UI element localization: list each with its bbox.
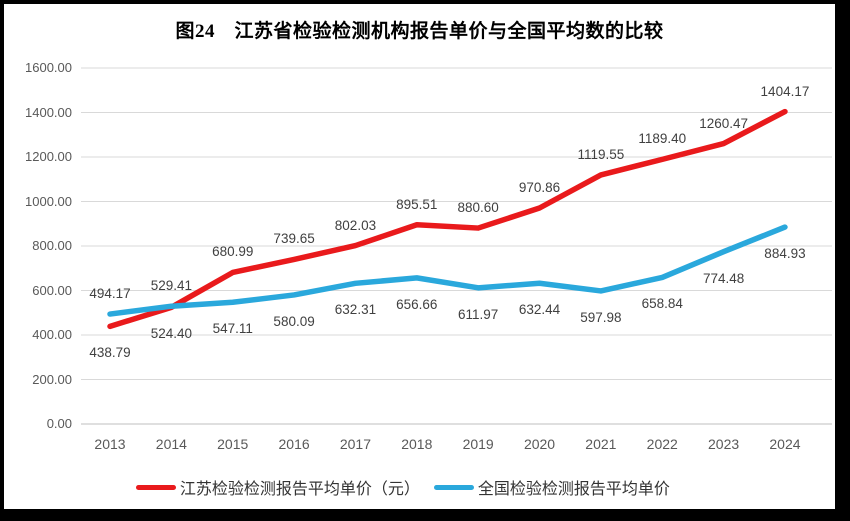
y-axis-tick-label: 1600.00 xyxy=(25,60,72,75)
x-axis-tick-label: 2014 xyxy=(155,436,187,452)
data-point-label: 739.65 xyxy=(273,231,315,247)
y-axis-tick-label: 1200.00 xyxy=(25,149,72,164)
x-axis-tick-label: 2020 xyxy=(523,436,556,452)
data-point-label: 547.11 xyxy=(212,321,253,337)
data-point-label: 529.41 xyxy=(150,278,193,294)
data-point-label: 1404.17 xyxy=(760,83,810,99)
data-point-label: 884.93 xyxy=(764,246,806,262)
data-point-label: 438.79 xyxy=(89,345,131,361)
data-point-label: 580.09 xyxy=(273,313,315,329)
jiangsu-series-swatch-icon xyxy=(135,484,176,490)
data-point-label: 1189.40 xyxy=(638,131,687,147)
legend-label-jiangsu: 江苏检验检测报告平均单价（元） xyxy=(179,481,420,498)
national-series-swatch-icon xyxy=(433,484,474,490)
x-axis-tick-label: 2022 xyxy=(646,436,678,452)
line-chart-svg xyxy=(81,67,832,425)
x-axis-tick-label: 2013 xyxy=(94,436,126,452)
x-axis-tick-label: 2017 xyxy=(339,436,372,452)
data-point-label: 880.60 xyxy=(457,200,499,216)
line-chart-plot-area: 0.00 200.00 400.00 600.00 800.00 1000.00 1200.… xyxy=(4,4,835,509)
y-axis-tick-label: 1000.00 xyxy=(25,193,72,209)
data-point-label: 1260.47 xyxy=(699,115,748,131)
data-point-label: 1119.55 xyxy=(577,146,625,162)
y-axis-tick-label: 200.00 xyxy=(32,371,72,387)
y-axis-tick-label: 600.00 xyxy=(32,282,72,298)
y-axis-tick-label: 1400.00 xyxy=(25,104,72,120)
chart-title: 图24 江苏省检验检测机构报告单价与全国平均数的比较 xyxy=(175,21,664,42)
data-point-label: 970.86 xyxy=(518,179,561,195)
data-point-label: 656.66 xyxy=(396,296,438,312)
national-series-line xyxy=(107,224,788,317)
data-point-label: 774.48 xyxy=(702,270,745,286)
data-point-label: 632.31 xyxy=(334,302,377,318)
data-point-label: 802.03 xyxy=(334,217,377,233)
x-axis-tick-label: 2016 xyxy=(278,436,310,452)
data-point-label: 680.99 xyxy=(212,244,254,260)
legend-item-national: 全国检验检测报告平均单价 xyxy=(433,475,670,499)
x-axis-tick-label: 2023 xyxy=(708,436,740,452)
y-axis-tick-label: 400.00 xyxy=(32,327,72,342)
chart-legend: 江苏检验检测报告平均单价（元） 全国检验检测报告平均单价 xyxy=(4,475,802,499)
y-axis-tick-label: 800.00 xyxy=(32,238,72,253)
x-axis-tick-label: 2019 xyxy=(462,436,494,452)
x-axis-tick-label: 2021 xyxy=(585,436,617,452)
data-point-label: 895.51 xyxy=(396,196,438,212)
data-point-label: 658.84 xyxy=(641,296,683,312)
x-axis-tick-label: 2024 xyxy=(769,436,801,452)
data-point-label: 494.17 xyxy=(89,286,131,302)
data-point-label: 611.97 xyxy=(458,306,499,322)
jiangsu-series-line xyxy=(107,108,788,330)
x-axis-tick-label: 2018 xyxy=(401,436,433,452)
legend-label-national: 全国检验检测报告平均单价 xyxy=(477,481,670,498)
data-point-label: 597.98 xyxy=(580,309,622,325)
x-axis-tick-label: 2015 xyxy=(217,436,249,452)
y-axis-tick-label: 0.00 xyxy=(46,416,72,431)
data-point-label: 632.44 xyxy=(518,302,561,318)
data-point-label: 524.40 xyxy=(150,326,193,342)
chart-canvas: 图24 江苏省检验检测机构报告单价与全国平均数的比较 0.00 200.00 400… xyxy=(4,4,835,509)
legend-item-jiangsu: 江苏检验检测报告平均单价（元） xyxy=(135,475,420,499)
